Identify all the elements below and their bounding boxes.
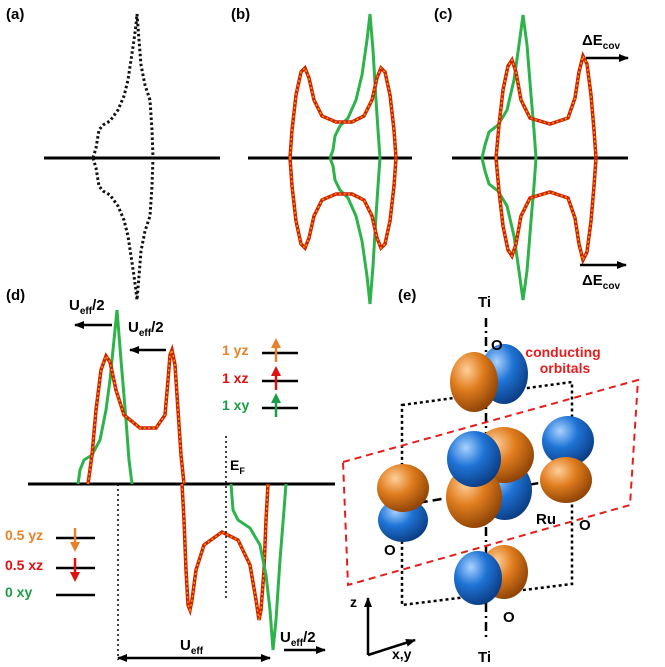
- o-label-top: O: [491, 337, 503, 354]
- occ-up-xz-label: 1 xz: [222, 370, 248, 386]
- occ-down-xz-label: 0.5 xz: [5, 557, 43, 573]
- occ-up-yz-label: 1 yz: [222, 342, 248, 358]
- panel-label-d: (d): [6, 287, 25, 304]
- panel-label-e: (e): [398, 287, 416, 304]
- u-half-label-2: Ueff/2: [128, 319, 164, 339]
- ti-label-top: Ti: [478, 294, 491, 311]
- xy-axis-label: x,y: [392, 646, 412, 662]
- spin-up-arrow-green-icon: [271, 393, 281, 417]
- u-eff-label: Ueff: [180, 637, 204, 657]
- orbital-left-o: [377, 464, 429, 542]
- panel-d-xy-up: [76, 309, 134, 485]
- conducting-label-line2: orbitals: [540, 360, 591, 376]
- spin-down-arrow-red-icon: [70, 558, 80, 582]
- u-half-label-3: Ueff/2: [280, 629, 316, 649]
- orbital-top-o: [450, 344, 528, 412]
- panel-c-xy-up: [480, 14, 538, 159]
- panel-c-xz-up: [494, 50, 598, 159]
- panel-b-xz-down: [288, 157, 398, 252]
- orbital-center-ru: [446, 427, 534, 528]
- panel-a-dos-up: [91, 13, 155, 159]
- occ-down-yz-label: 0.5 yz: [5, 527, 43, 543]
- panel-d-xy-down: [229, 483, 288, 651]
- occupation-up-list: 1 yz 1 xz 1 xy: [222, 338, 298, 417]
- orbital-bottom-o: [454, 545, 528, 605]
- spin-up-arrow-red-icon: [271, 366, 281, 390]
- panel-d-xz-down: [180, 483, 270, 621]
- u-half-label-1: Ueff/2: [69, 297, 105, 317]
- occupation-down-list: 0.5 yz 0.5 xz 0 xy: [5, 527, 95, 600]
- delta-e-label-up: ΔEcov: [582, 32, 620, 52]
- o-label-left: O: [384, 542, 396, 559]
- o-label-right: O: [579, 517, 591, 534]
- panel-c-xz-down: [494, 157, 598, 266]
- spin-up-arrow-orange-icon: [271, 338, 281, 362]
- conducting-orbitals-plane: [341, 378, 640, 587]
- panel-label-c: (c): [434, 6, 452, 23]
- panel-c-xy-down: [480, 157, 538, 301]
- fermi-level-label: EF: [230, 457, 245, 476]
- z-axis-label: z: [350, 594, 357, 610]
- panel-d-xz-up: [86, 343, 186, 485]
- panel-b-xy-down: [328, 157, 382, 305]
- panel-b-xy-up: [328, 13, 382, 159]
- panel-b-xz-up: [288, 64, 398, 159]
- xy-axis-arrow: [367, 638, 416, 657]
- occ-up-xy-label: 1 xy: [222, 397, 249, 413]
- panel-label-b: (b): [231, 6, 250, 23]
- occ-down-xy-label: 0 xy: [5, 584, 32, 600]
- o-label-bottom: O: [503, 609, 515, 626]
- ru-label: Ru: [536, 511, 556, 528]
- delta-e-label-down: ΔEcov: [582, 272, 620, 292]
- conducting-label-line1: conducting: [525, 344, 600, 360]
- ti-label-bottom: Ti: [478, 649, 491, 666]
- orbital-right-o: [540, 416, 594, 503]
- panel-label-a: (a): [6, 6, 24, 23]
- spin-down-arrow-orange-icon: [70, 528, 80, 552]
- panel-a-dos-down: [91, 157, 155, 301]
